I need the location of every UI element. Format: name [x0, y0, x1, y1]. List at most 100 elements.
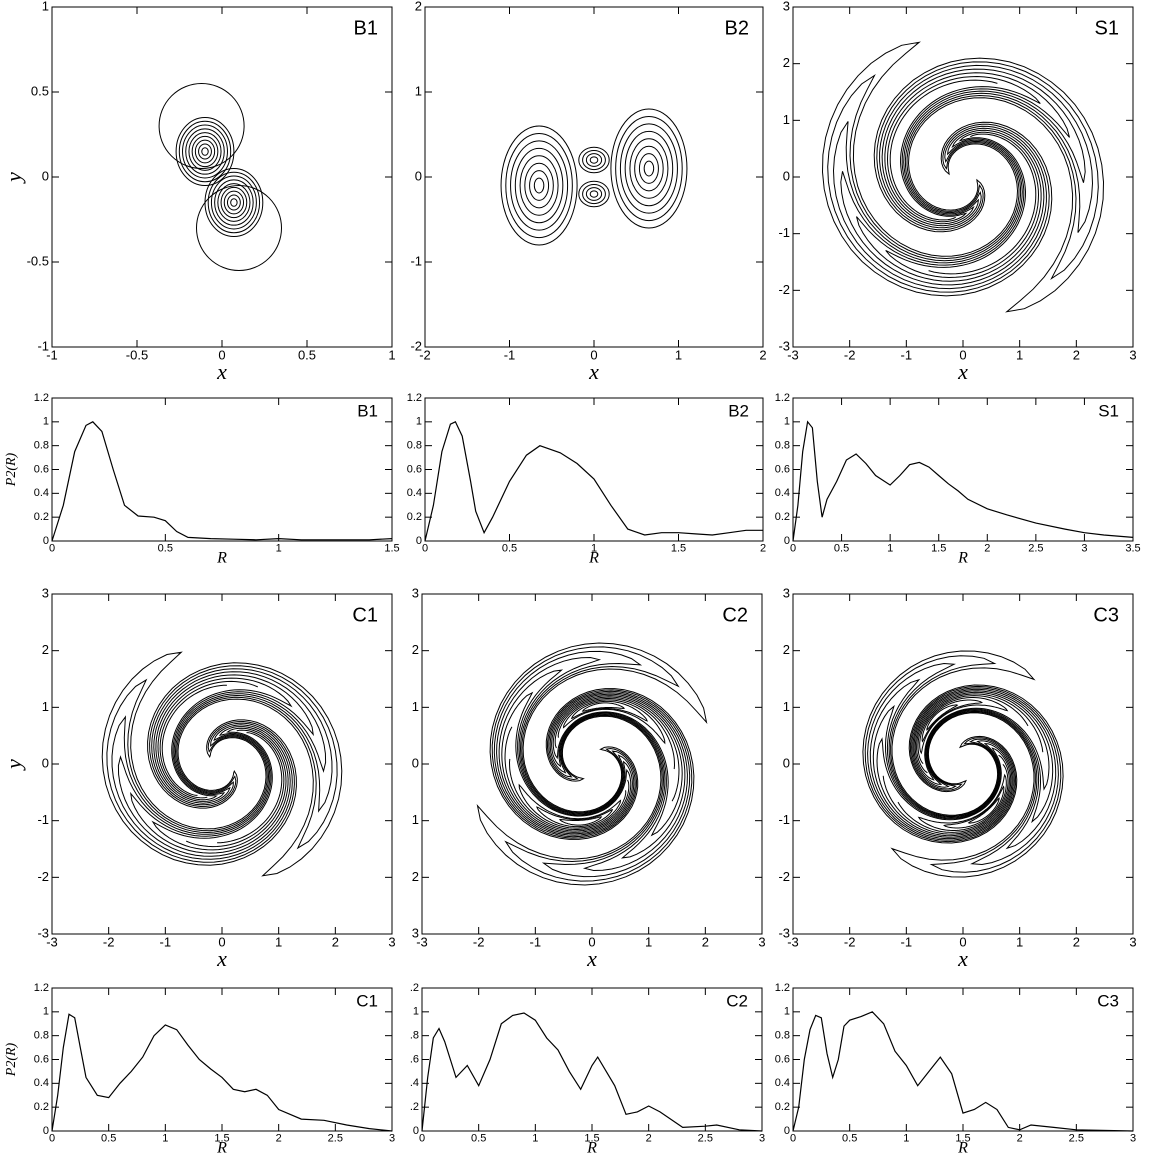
y-tick-label: 0.8 — [407, 440, 422, 452]
x-tick-label: 1.5 — [955, 1133, 970, 1145]
y-tick-label: 0 — [413, 1125, 419, 1137]
y-tick-label: 3 — [412, 585, 419, 600]
contour-line — [493, 650, 643, 838]
y-tick-label: -2 — [410, 338, 422, 353]
y-tick-label: 0.6 — [34, 463, 49, 475]
contour-line — [500, 125, 578, 246]
y-axis-label: y — [1, 172, 26, 184]
contour-line — [913, 690, 1054, 824]
x-tick-label: -1 — [46, 348, 58, 363]
panel-label: S1 — [1095, 17, 1119, 39]
panel-label: B2 — [728, 401, 749, 420]
x-tick-label: 2 — [702, 935, 709, 950]
x-tick-label: -2 — [419, 348, 431, 363]
x-tick-label: 1 — [1016, 348, 1023, 363]
x-tick-label: 1 — [675, 348, 682, 363]
contour-line — [890, 684, 1064, 878]
x-tick-label: 3.5 — [1125, 543, 1140, 555]
y-tick-label: 0 — [783, 755, 790, 770]
y-tick-label: 0.2 — [34, 511, 49, 523]
y-tick-label: 0.2 — [775, 1101, 790, 1113]
contour-line — [186, 729, 285, 848]
y-axis-label: y — [1, 759, 26, 771]
x-tick-label: 2 — [759, 348, 766, 363]
contour-line — [552, 695, 683, 837]
contour-line — [514, 147, 564, 224]
y-tick-label: 1 — [413, 1006, 419, 1018]
contour-line — [101, 651, 297, 866]
y-tick-label: 0.8 — [34, 1030, 49, 1042]
contour-line — [916, 693, 1044, 774]
data-line — [421, 1012, 763, 1132]
x-tick-label: -2 — [844, 935, 856, 950]
x-tick-label: 2.5 — [698, 1133, 713, 1145]
x-tick-label: 0 — [218, 935, 225, 950]
contour-line — [489, 642, 708, 840]
contour-line — [921, 699, 984, 743]
y-tick-label: 1 — [42, 0, 49, 13]
contour-line — [504, 689, 693, 882]
x-tick-label: 1 — [1016, 935, 1023, 950]
x-axis-label: R — [216, 1140, 227, 1155]
contour-line — [585, 153, 603, 167]
contour-line — [223, 190, 245, 215]
contour-line — [926, 704, 959, 731]
contour-line — [175, 117, 235, 186]
y-tick-label: 0 — [412, 755, 419, 770]
data-line — [51, 421, 393, 542]
contour-line — [589, 190, 599, 198]
panel-label: B1 — [354, 17, 378, 39]
y-tick-label: 0.4 — [775, 487, 790, 499]
contour-line — [185, 128, 225, 175]
y-tick-label: 1 — [783, 112, 790, 127]
x-tick-label: 2 — [1073, 935, 1080, 950]
y-tick-label: 0 — [415, 168, 422, 183]
x-tick-label: -3 — [46, 935, 58, 950]
contour-line — [554, 696, 680, 802]
y-tick-label: .8 — [410, 1030, 419, 1042]
panel-label: C3 — [1097, 991, 1119, 1010]
y-tick-label: 0 — [784, 535, 790, 547]
contour-line — [182, 124, 228, 179]
contour-line — [821, 41, 1053, 297]
x-tick-label: 1 — [532, 1133, 538, 1145]
contour-line — [873, 57, 1105, 313]
y-tick-label: 0.4 — [775, 1077, 790, 1089]
x-axis-label: x — [957, 359, 968, 384]
y-tick-label: 3 — [783, 585, 790, 600]
panel-label: C2 — [722, 604, 748, 626]
y-axis-label: P2(R) — [4, 1042, 19, 1077]
y-tick-label: .2 — [410, 982, 419, 994]
y-tick-label: 1.2 — [775, 392, 790, 404]
contour-line — [106, 678, 295, 863]
contour-line — [610, 108, 688, 229]
x-tick-label: 0 — [790, 543, 796, 555]
panel-label: B1 — [357, 401, 378, 420]
y-tick-label: 2 — [415, 0, 422, 13]
x-axis-label: x — [586, 946, 597, 971]
contour-line — [624, 130, 674, 207]
contour-line — [876, 737, 1012, 837]
contour-line — [210, 175, 257, 230]
y-tick-label: -1 — [778, 225, 790, 240]
y-tick-label: 1 — [784, 1006, 790, 1018]
contour-line — [582, 149, 606, 171]
y-tick-label: 0 — [784, 1125, 790, 1137]
contour-line — [582, 183, 606, 205]
contour-line — [638, 153, 659, 184]
y-tick-label: 1 — [412, 812, 419, 827]
y-tick-label: 0.4 — [407, 487, 422, 499]
x-tick-label: 2 — [646, 1133, 652, 1145]
y-tick-label: -1 — [37, 338, 49, 353]
data-line — [792, 420, 1134, 542]
panel-label: S1 — [1098, 401, 1119, 420]
contour-line — [909, 685, 1062, 873]
y-tick-label: -3 — [778, 925, 790, 940]
contour-line — [230, 198, 238, 207]
y-tick-label: -1 — [37, 812, 49, 827]
x-tick-label: 2 — [276, 1133, 282, 1145]
contour-line — [157, 677, 293, 801]
x-tick-label: 3 — [389, 1133, 395, 1145]
contour-line — [634, 145, 664, 192]
x-tick-label: 3 — [1129, 348, 1136, 363]
